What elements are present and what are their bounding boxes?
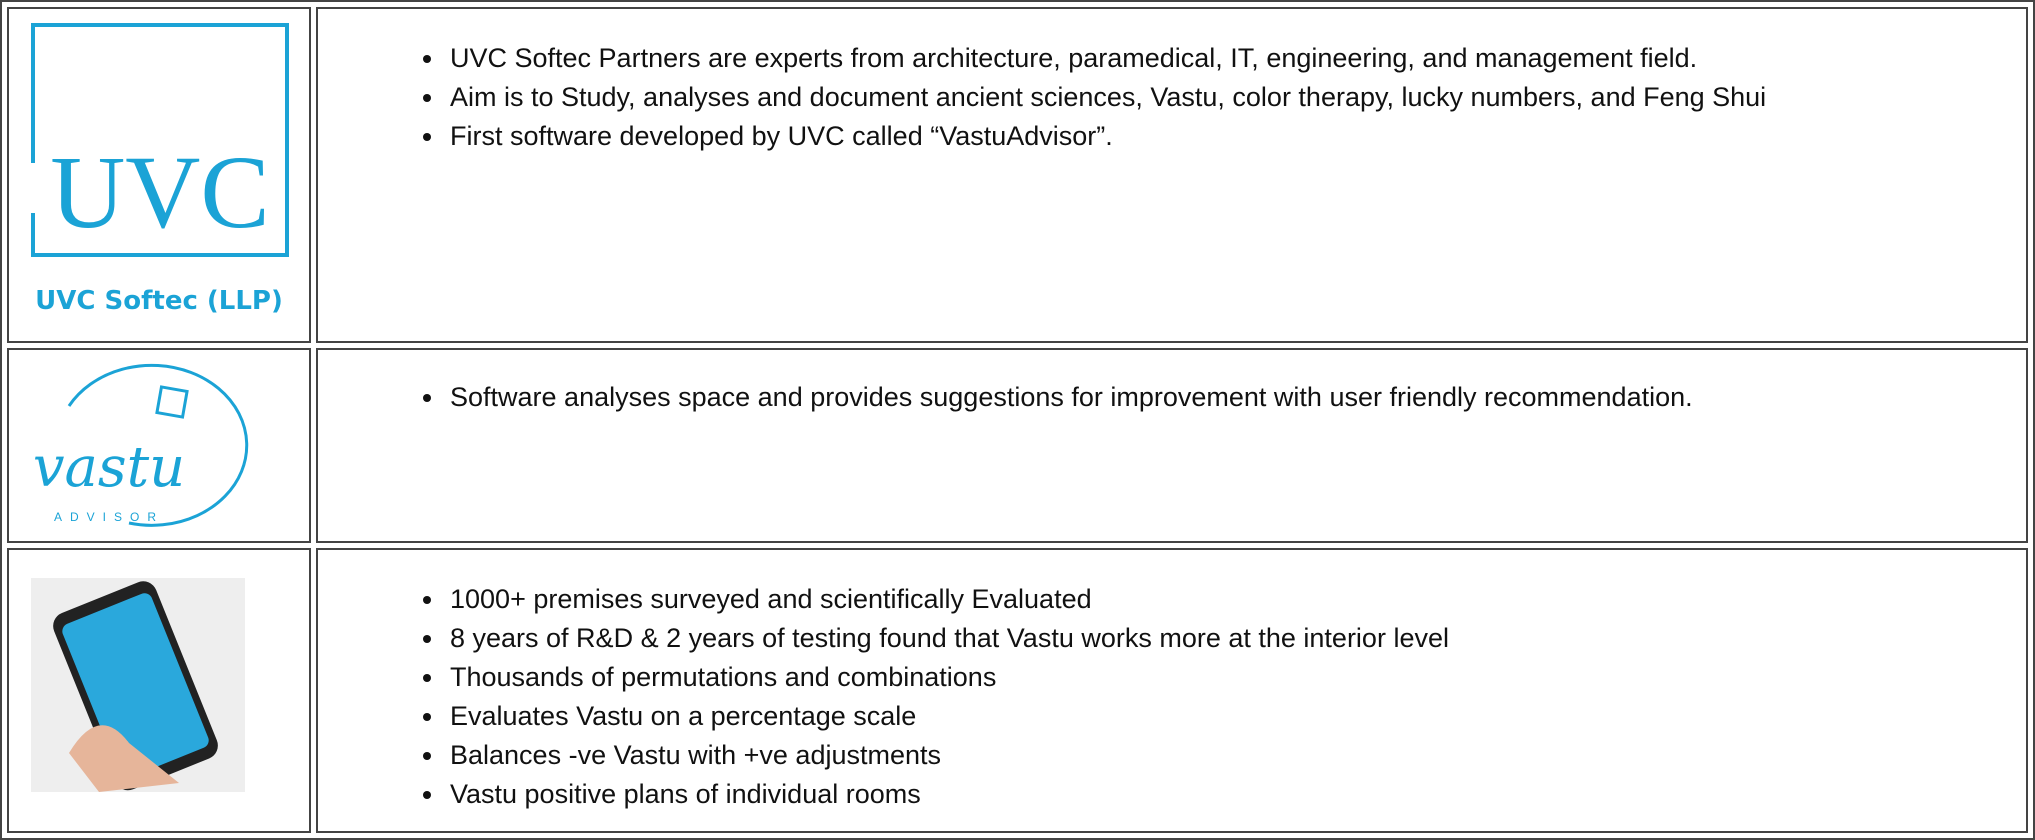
bullet: Balances -ve Vastu with +ve adjustments <box>446 736 2026 775</box>
logo-arc <box>67 363 249 527</box>
bullet: Thousands of permutations and combinatio… <box>446 658 2026 697</box>
logo-mark: UVC <box>50 135 270 250</box>
logo-frame <box>31 22 289 257</box>
logo-mark: vastu <box>33 435 185 500</box>
bullet: 8 years of R&D & 2 years of testing foun… <box>446 619 2026 658</box>
logo-cell: UVC UVC Softec (LLP) <box>7 7 311 343</box>
bullet-list: UVC Softec Partners are experts from arc… <box>318 39 2026 156</box>
bullet: Software analyses space and provides sug… <box>446 378 2026 417</box>
bullet: First software developed by UVC called “… <box>446 117 2026 156</box>
vastu-logo: vastu ADVISOR <box>33 363 249 527</box>
phone <box>53 581 218 791</box>
bullet: UVC Softec Partners are experts from arc… <box>446 39 2026 78</box>
row: vastu ADVISOR Software analyses space an… <box>7 348 2028 543</box>
bullet-list: 1000+ premises surveyed and scientifical… <box>318 580 2026 814</box>
phone-image <box>31 578 245 792</box>
row: UVC UVC Softec (LLP) UVC Softec Partners… <box>7 7 2028 343</box>
bullet: Aim is to Study, analyses and document a… <box>446 78 2026 117</box>
bullet: Vastu positive plans of individual rooms <box>446 775 2026 814</box>
text-cell: Software analyses space and provides sug… <box>316 348 2028 543</box>
logo-cell: vastu ADVISOR <box>7 348 311 543</box>
bullet: 1000+ premises surveyed and scientifical… <box>446 580 2026 619</box>
logo-caption: ADVISOR <box>54 510 164 524</box>
frame-gap <box>29 162 39 213</box>
logo-icon <box>155 384 189 419</box>
image-cell <box>7 548 311 833</box>
logo-caption: UVC Softec (LLP) <box>35 286 283 316</box>
hand <box>69 725 179 792</box>
phone-screen <box>62 593 209 779</box>
bullet-list: Software analyses space and provides sug… <box>318 378 2026 417</box>
bullet: Evaluates Vastu on a percentage scale <box>446 697 2026 736</box>
row: 1000+ premises surveyed and scientifical… <box>7 548 2028 833</box>
text-cell: 1000+ premises surveyed and scientifical… <box>316 548 2028 833</box>
text-cell: UVC Softec Partners are experts from arc… <box>316 7 2028 343</box>
uvc-logo: UVC UVC Softec (LLP) <box>29 22 289 316</box>
